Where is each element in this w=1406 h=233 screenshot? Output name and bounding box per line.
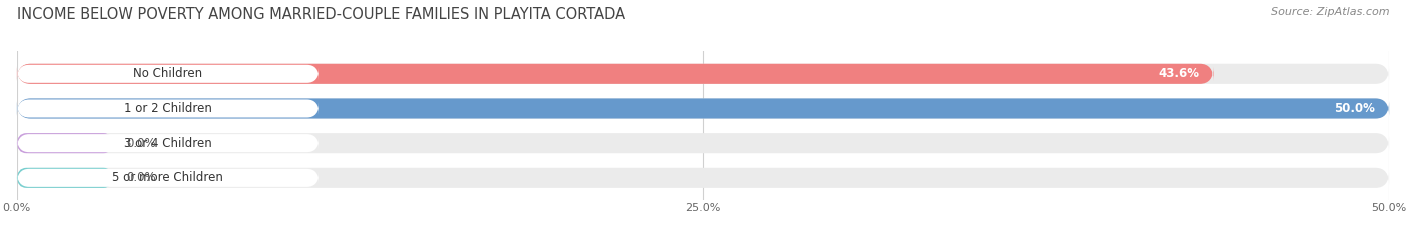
FancyBboxPatch shape	[17, 169, 319, 187]
FancyBboxPatch shape	[17, 64, 1389, 84]
Text: 1 or 2 Children: 1 or 2 Children	[124, 102, 212, 115]
FancyBboxPatch shape	[17, 64, 1213, 84]
FancyBboxPatch shape	[17, 98, 1389, 119]
FancyBboxPatch shape	[17, 65, 319, 83]
FancyBboxPatch shape	[17, 99, 319, 117]
Text: 43.6%: 43.6%	[1159, 67, 1199, 80]
Text: 0.0%: 0.0%	[127, 171, 156, 184]
Text: 0.0%: 0.0%	[127, 137, 156, 150]
Text: No Children: No Children	[134, 67, 202, 80]
Text: 50.0%: 50.0%	[1334, 102, 1375, 115]
Text: 3 or 4 Children: 3 or 4 Children	[124, 137, 212, 150]
FancyBboxPatch shape	[17, 168, 112, 188]
FancyBboxPatch shape	[17, 98, 1389, 119]
FancyBboxPatch shape	[17, 168, 1389, 188]
Text: Source: ZipAtlas.com: Source: ZipAtlas.com	[1271, 7, 1389, 17]
FancyBboxPatch shape	[17, 133, 112, 153]
Text: INCOME BELOW POVERTY AMONG MARRIED-COUPLE FAMILIES IN PLAYITA CORTADA: INCOME BELOW POVERTY AMONG MARRIED-COUPL…	[17, 7, 626, 22]
FancyBboxPatch shape	[17, 133, 1389, 153]
FancyBboxPatch shape	[17, 134, 319, 152]
Text: 5 or more Children: 5 or more Children	[112, 171, 224, 184]
